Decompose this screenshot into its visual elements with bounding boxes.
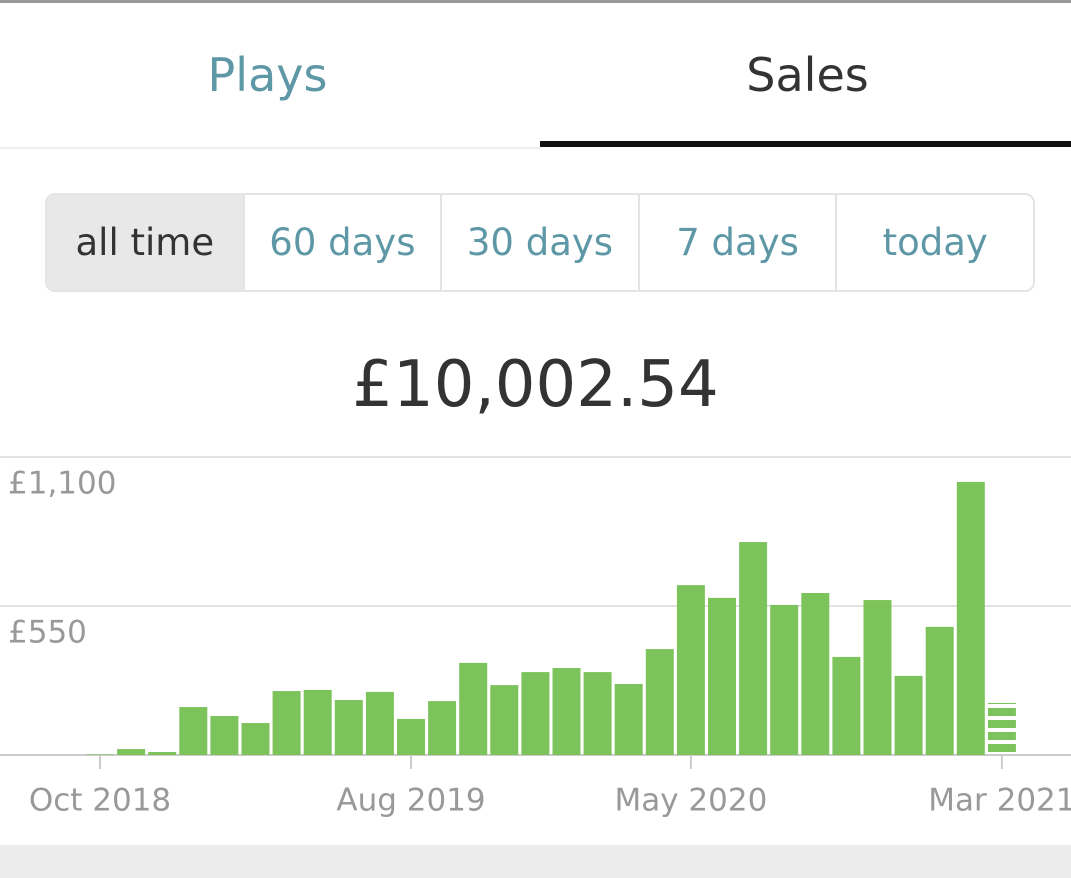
bar bbox=[117, 749, 146, 755]
bar bbox=[894, 675, 923, 755]
top-border bbox=[0, 0, 1071, 3]
range-option[interactable]: 60 days bbox=[242, 195, 441, 290]
bar bbox=[459, 662, 488, 755]
bar bbox=[956, 481, 985, 755]
tab-indicator bbox=[540, 141, 1071, 147]
bar bbox=[148, 752, 177, 755]
bar bbox=[987, 702, 1016, 755]
bar bbox=[863, 600, 892, 755]
bar bbox=[241, 723, 270, 755]
bar bbox=[397, 718, 425, 755]
bar bbox=[739, 542, 768, 755]
chart: £550 £1,100 Oct 2018 Aug 2019 May 2020 Mar 20… bbox=[0, 456, 1071, 819]
total: £10,002.54 bbox=[352, 348, 719, 422]
x-tick-label: Mar 2021 bbox=[928, 783, 1071, 819]
tab[interactable]: Plays bbox=[207, 48, 328, 102]
range-option[interactable]: today bbox=[835, 195, 1033, 290]
y-tick-label: £1,100 bbox=[8, 466, 116, 502]
bar bbox=[210, 715, 239, 755]
range-option[interactable]: 30 days bbox=[440, 195, 638, 290]
bar bbox=[614, 684, 643, 755]
bar bbox=[832, 656, 861, 755]
range-selector: all time 60 days 30 days 7 days today bbox=[45, 193, 1035, 292]
bar bbox=[645, 649, 674, 755]
tab[interactable]: Sales bbox=[746, 48, 869, 102]
bar bbox=[583, 672, 612, 755]
bar bbox=[552, 668, 581, 755]
x-tick-label: Aug 2019 bbox=[336, 783, 485, 819]
bar bbox=[770, 604, 799, 755]
bar bbox=[801, 592, 830, 755]
range-option[interactable]: 7 days bbox=[637, 195, 836, 290]
bar bbox=[272, 691, 301, 755]
bar bbox=[86, 754, 114, 755]
bar bbox=[925, 626, 954, 755]
bar bbox=[334, 700, 363, 755]
bar bbox=[490, 685, 519, 755]
bar bbox=[428, 701, 457, 755]
bar bbox=[521, 672, 550, 755]
bar bbox=[708, 597, 736, 755]
bar bbox=[179, 707, 208, 755]
range-option[interactable]: all time bbox=[47, 195, 243, 290]
bottom-bar bbox=[0, 845, 1071, 878]
y-tick-label: £550 bbox=[8, 615, 87, 651]
tab-divider bbox=[0, 147, 540, 149]
x-tick-label: May 2020 bbox=[614, 783, 767, 819]
bar bbox=[365, 691, 394, 755]
bar bbox=[676, 585, 705, 755]
x-tick-label: Oct 2018 bbox=[29, 783, 171, 819]
bar bbox=[303, 689, 332, 755]
